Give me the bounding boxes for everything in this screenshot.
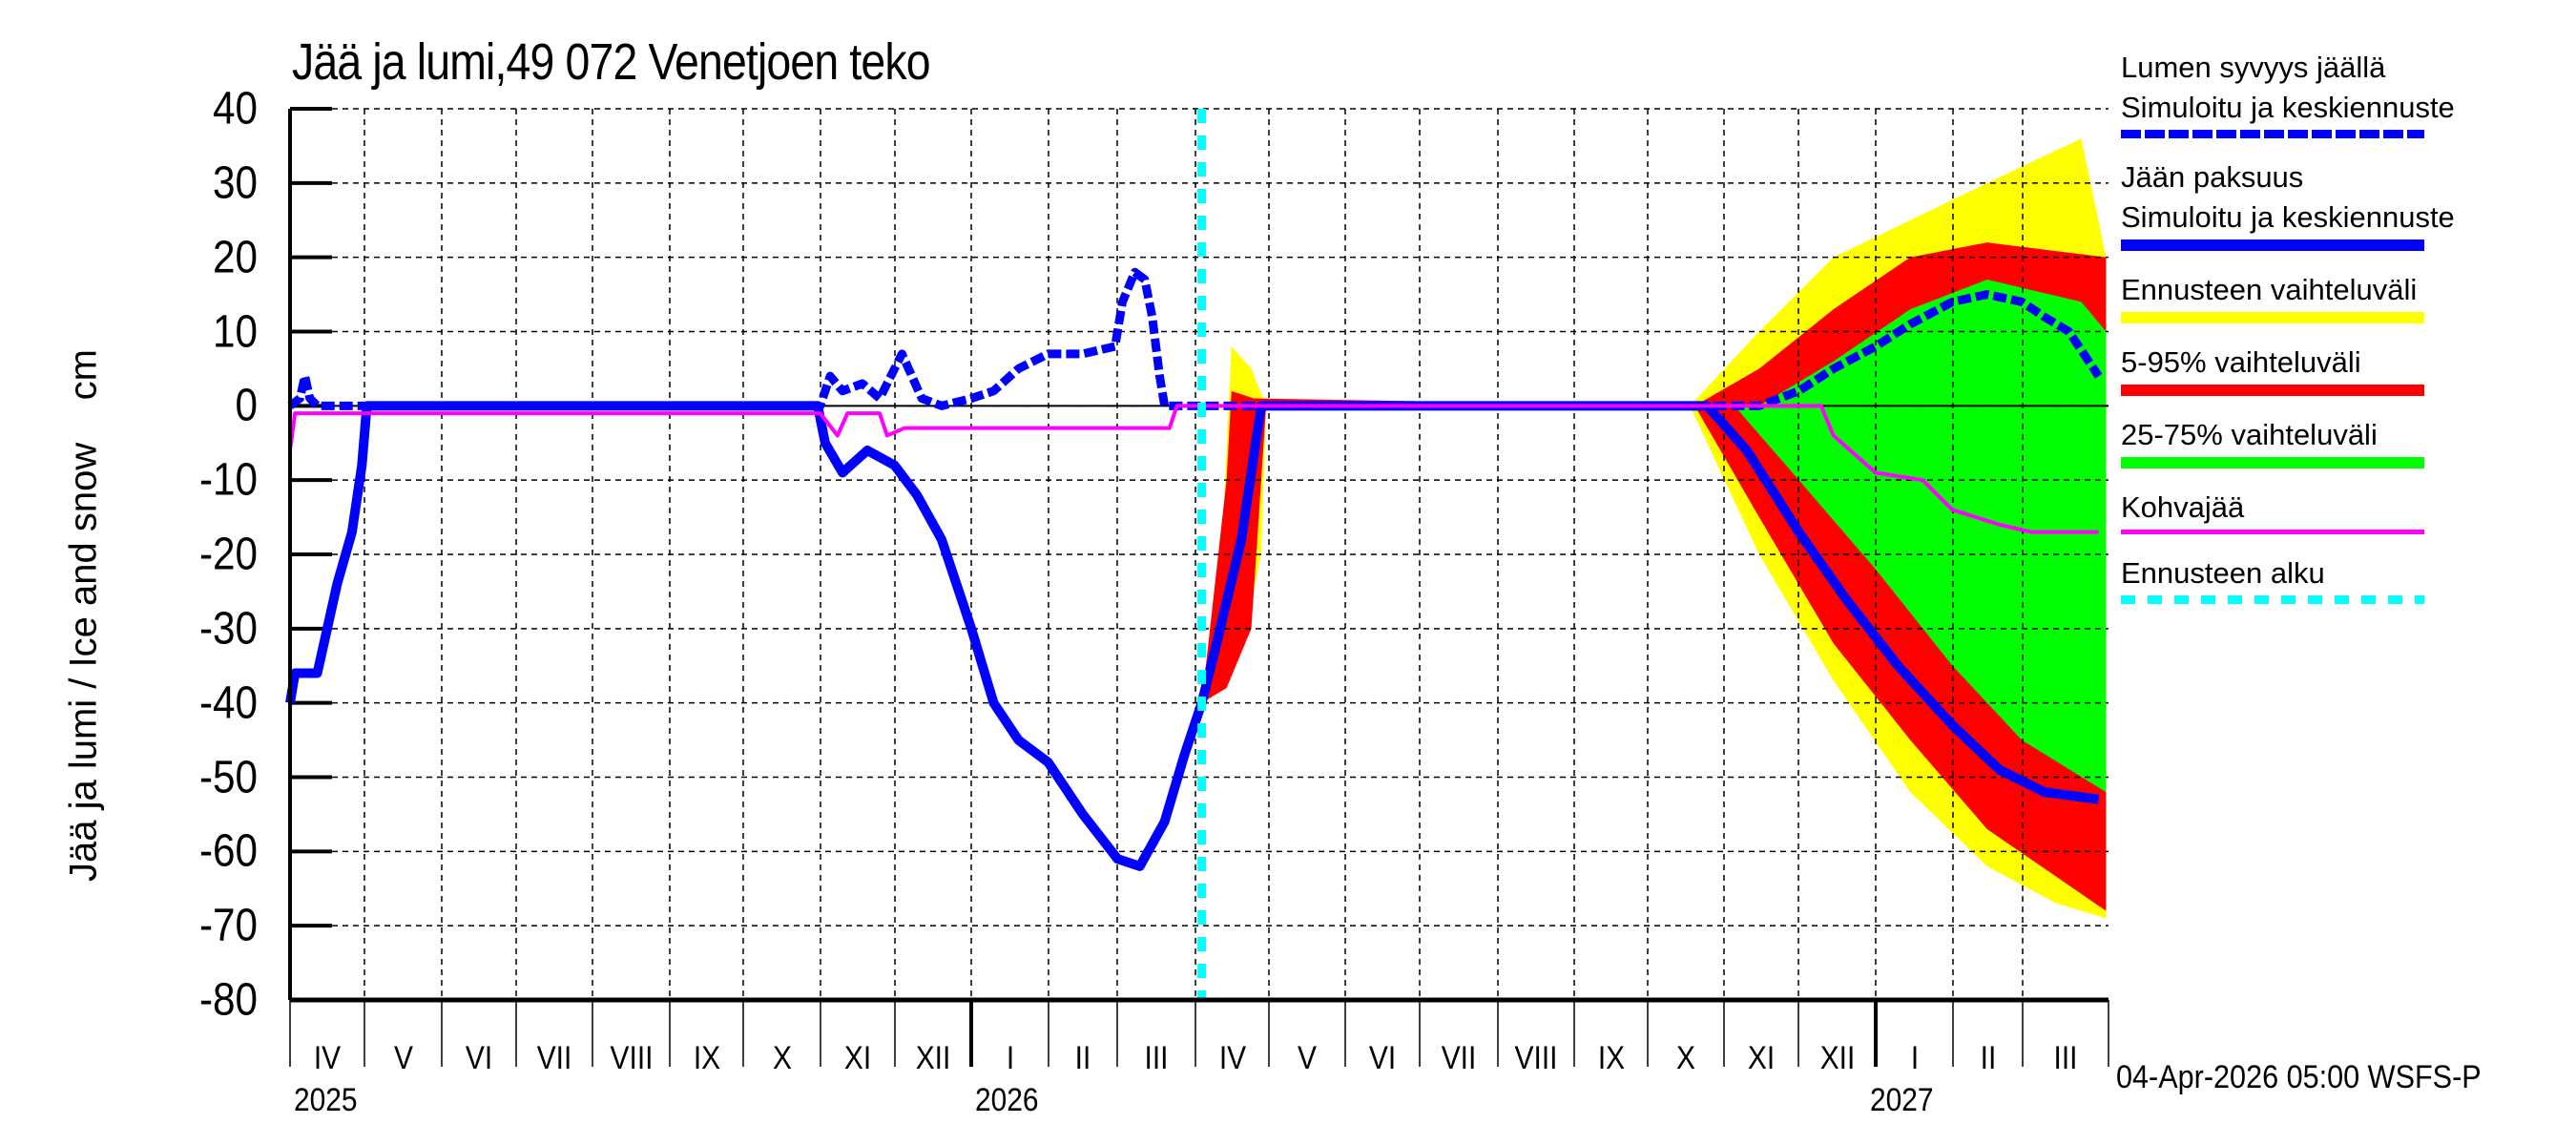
legend-label: Jään paksuus <box>2121 160 2304 194</box>
month-label: IX <box>693 1040 720 1076</box>
y-tick-label: 20 <box>213 232 258 283</box>
month-label: VI <box>465 1040 493 1076</box>
legend-label: Simuloitu ja keskiennuste <box>2121 91 2455 124</box>
month-label: I <box>1006 1040 1014 1076</box>
legend-swatch <box>2121 457 2424 468</box>
legend-label: Lumen syvyys jäällä <box>2121 51 2386 84</box>
y-tick-label: -20 <box>198 529 258 580</box>
legend-item: Jään paksuus Simuloitu ja keskiennuste <box>2121 157 2541 251</box>
month-label: VIII <box>610 1040 653 1076</box>
y-tick-label: -60 <box>198 825 258 877</box>
month-label: IV <box>1218 1040 1246 1076</box>
year-label: 2027 <box>1870 1082 1934 1118</box>
forecast-timestamp: 04-Apr-2026 05:00 WSFS-P <box>2116 1059 2482 1095</box>
legend-item: 5-95% vaihteluväli <box>2121 343 2541 396</box>
year-label: 2025 <box>294 1082 358 1118</box>
legend-swatch <box>2121 130 2424 138</box>
month-label: VI <box>1368 1040 1397 1076</box>
chart-title: Jää ja lumi,49 072 Venetjoen teko <box>292 33 931 91</box>
y-tick-label: 30 <box>213 157 258 209</box>
y-tick-label: 10 <box>213 306 258 357</box>
year-label: 2026 <box>975 1082 1039 1118</box>
month-label: IX <box>1597 1040 1625 1076</box>
y-tick-label: -80 <box>198 974 258 1026</box>
month-label: V <box>393 1040 413 1076</box>
month-label: XI <box>843 1040 872 1076</box>
legend-label: Kohvajää <box>2121 490 2245 524</box>
month-label: X <box>772 1040 792 1076</box>
y-tick-label: 0 <box>235 380 258 431</box>
legend-label: Ennusteen vaihteluväli <box>2121 273 2418 306</box>
month-label: XII <box>915 1040 951 1076</box>
y-tick-label: -50 <box>198 752 258 802</box>
legend-label: 5-95% vaihteluväli <box>2121 345 2361 379</box>
y-tick-label: -40 <box>198 677 258 729</box>
month-label: III <box>1144 1040 1169 1076</box>
legend-swatch <box>2121 595 2424 604</box>
legend-label: 25-75% vaihteluväli <box>2121 418 2378 451</box>
legend-item: Ennusteen alku <box>2121 553 2541 604</box>
ice-thickness-line <box>285 401 2100 871</box>
legend-label: Simuloitu ja keskiennuste <box>2121 200 2455 234</box>
month-label: II <box>1074 1040 1091 1076</box>
legend-item: Ennusteen vaihteluväli <box>2121 270 2541 323</box>
band-25-75-vaihteluv-li <box>1734 280 2107 793</box>
month-label: X <box>1676 1040 1695 1076</box>
y-tick-label: -10 <box>198 454 258 506</box>
month-label: XI <box>1747 1040 1776 1076</box>
legend-label: Ennusteen alku <box>2121 556 2325 590</box>
month-label: VIII <box>1514 1040 1558 1076</box>
month-label: VII <box>536 1040 572 1076</box>
month-label: II <box>1980 1040 1996 1076</box>
legend-item: Kohvajää <box>2121 488 2541 534</box>
legend-item: Lumen syvyys jäällä Simuloitu ja keskienn… <box>2121 48 2541 138</box>
month-label: I <box>1910 1040 1919 1076</box>
y-axis-label: Jää ja lumi / Ice and snow cm <box>62 348 105 883</box>
legend-swatch <box>2121 239 2424 251</box>
month-label: VII <box>1441 1040 1477 1076</box>
month-label: V <box>1298 1040 1317 1076</box>
month-label: III <box>2053 1040 2078 1076</box>
legend-item: 25-75% vaihteluväli <box>2121 415 2541 468</box>
y-tick-label: -30 <box>198 603 258 655</box>
month-label: XII <box>1819 1040 1855 1076</box>
legend-swatch <box>2121 312 2424 323</box>
y-tick-label: 40 <box>213 83 258 135</box>
month-label: IV <box>313 1040 342 1076</box>
kohvajaa-line <box>288 404 2099 534</box>
legend: Lumen syvyys jäällä Simuloitu ja keskienn… <box>2121 48 2541 623</box>
legend-swatch <box>2121 530 2424 534</box>
y-tick-label: -70 <box>198 900 258 951</box>
legend-swatch <box>2121 385 2424 396</box>
